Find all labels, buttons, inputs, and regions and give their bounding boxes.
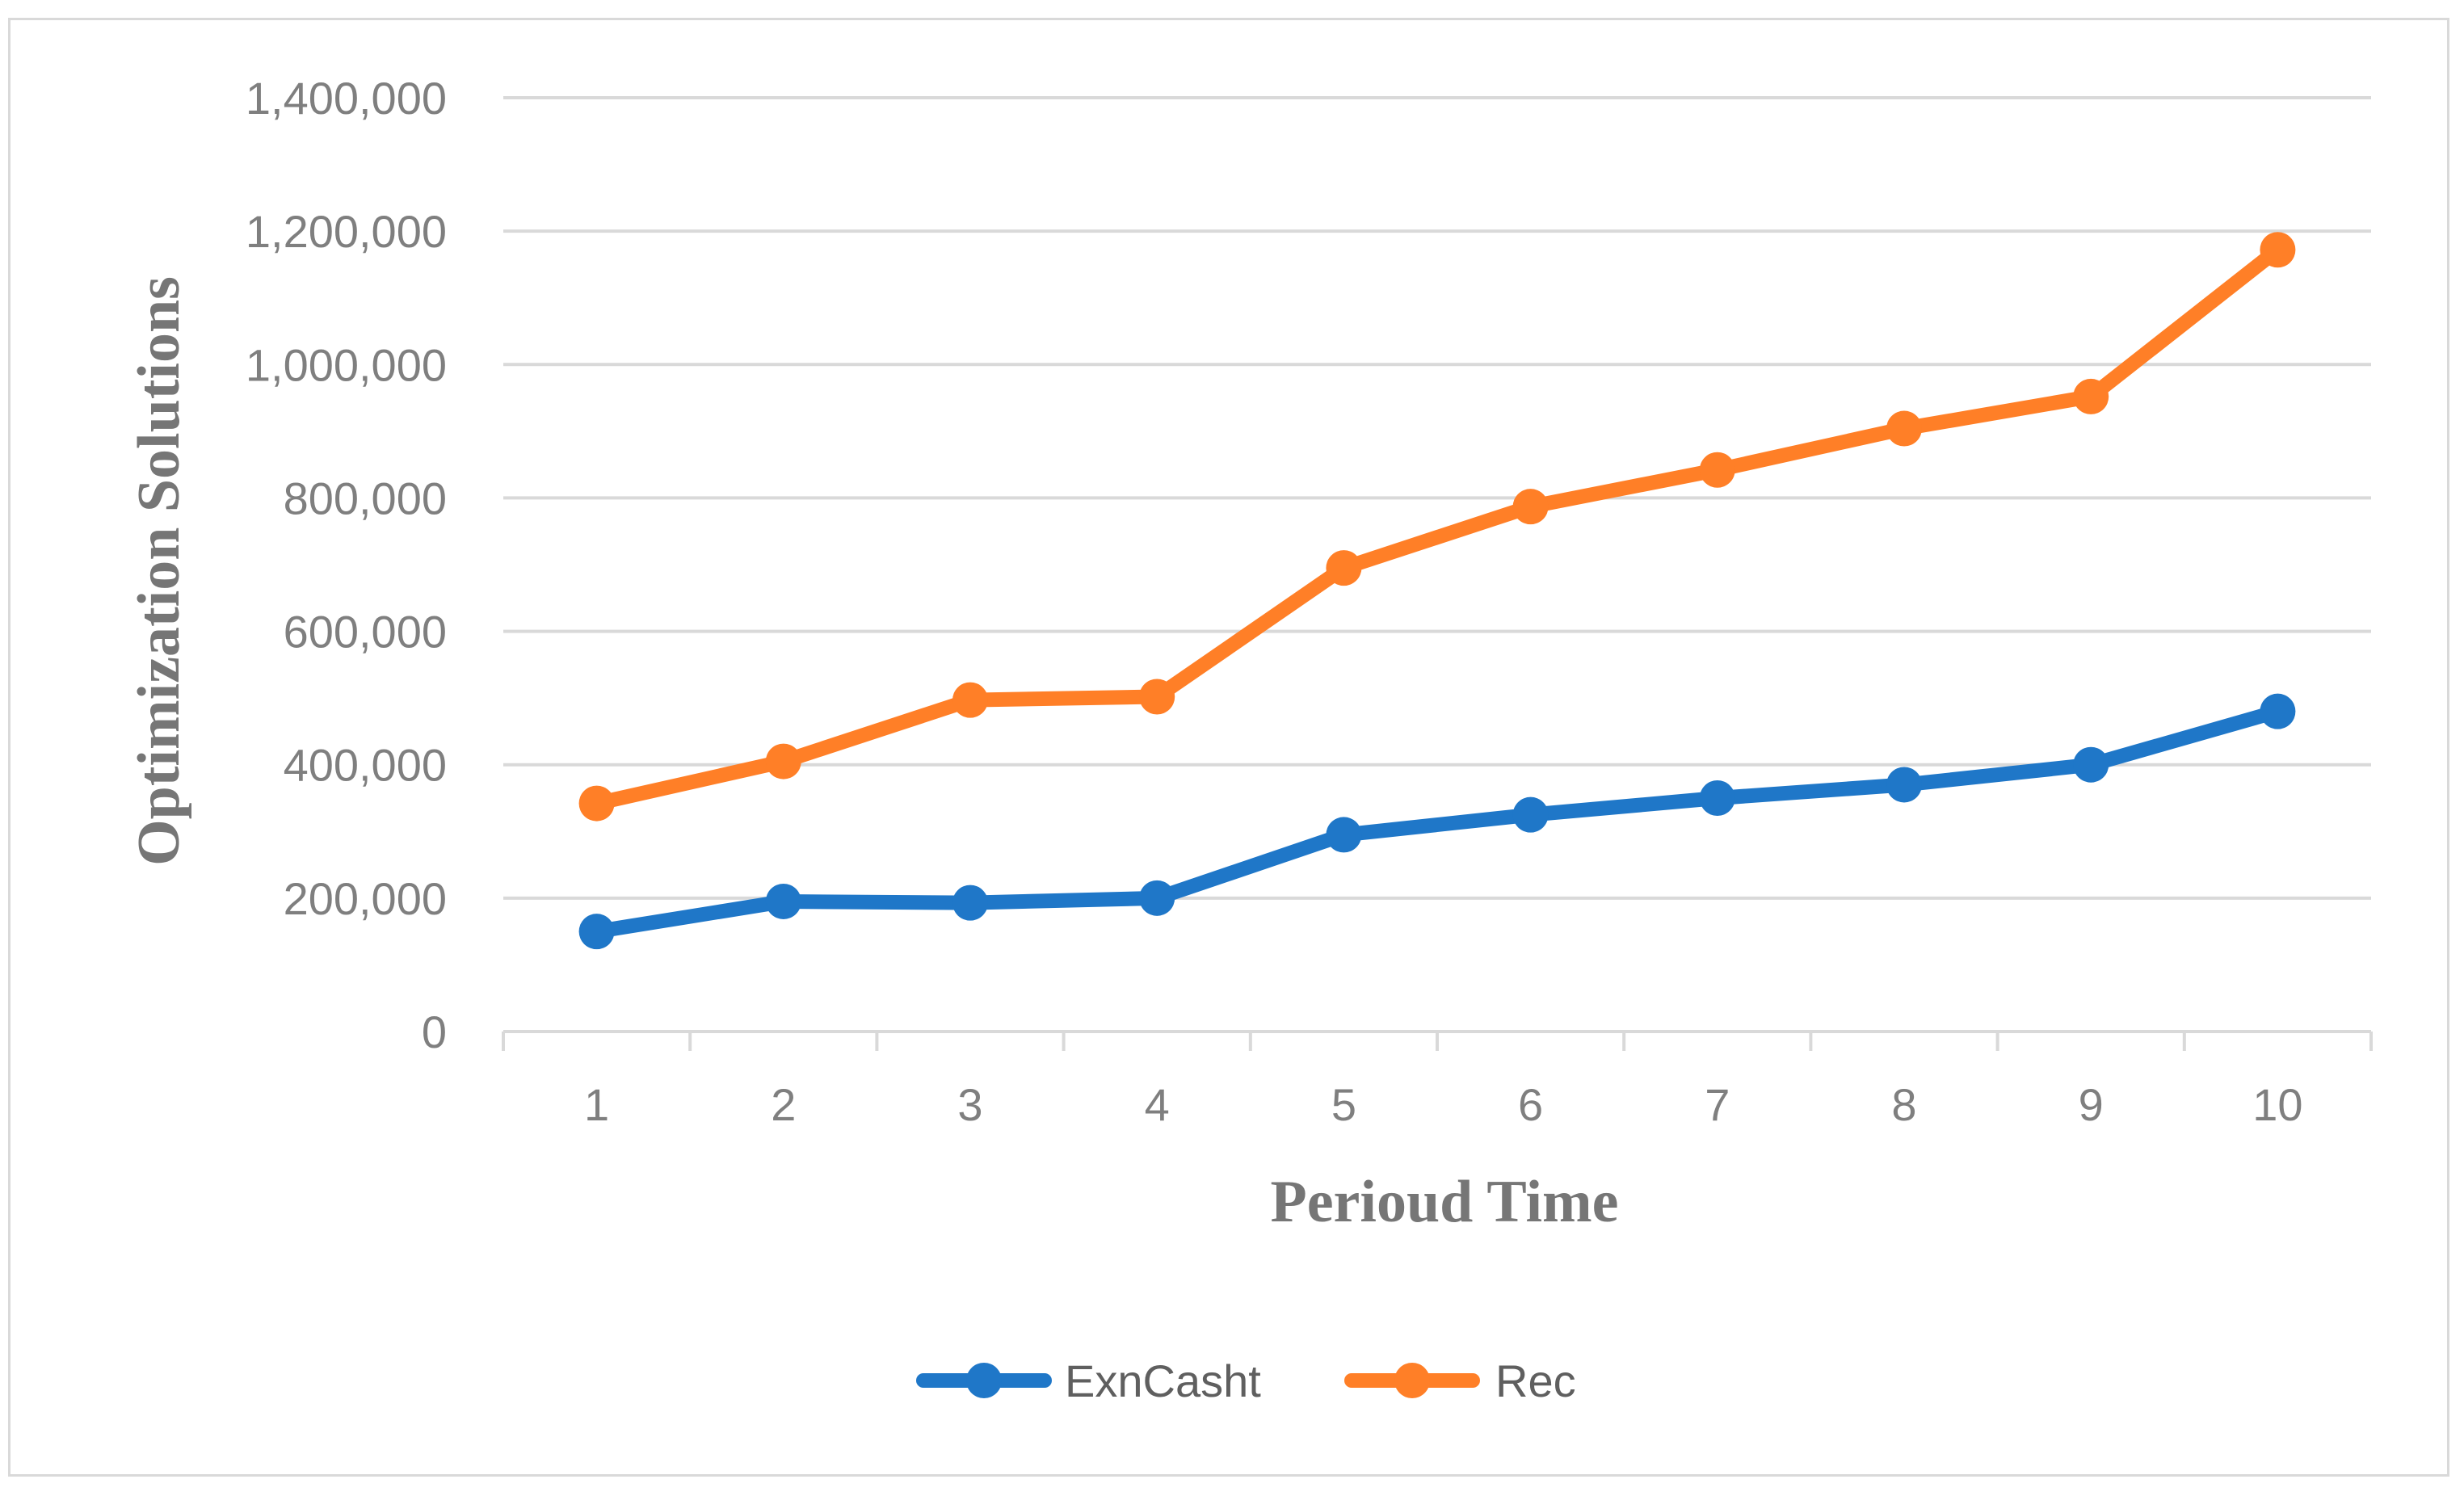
y-tick-label: 1,200,000 (246, 206, 447, 257)
legend-marker-rec (1394, 1363, 1430, 1398)
y-axis-title: Optimization Solutions (126, 276, 192, 866)
y-tick-label: 400,000 (284, 740, 447, 791)
series-line-rec (589, 242, 2285, 811)
data-point-exncasht (2073, 746, 2109, 783)
data-point-rec (578, 785, 615, 822)
gridlines (503, 96, 2371, 900)
legend-label-rec: Rec (1495, 1355, 1576, 1406)
data-point-exncasht (952, 885, 988, 921)
data-point-exncasht (1139, 880, 1175, 916)
data-point-exncasht (1699, 780, 1735, 816)
series-line-exncasht (589, 704, 2285, 939)
data-point-rec (1512, 489, 1549, 525)
legend-label-exncasht: ExnCasht (1065, 1355, 1261, 1406)
y-tick-label: 0 (422, 1006, 447, 1057)
chart-frame: 0 200,000 400,000 600,000 800,000 1,000,000 1,… (8, 18, 2449, 1477)
data-point-rec (1326, 550, 1362, 586)
x-tick-label: 1 (584, 1079, 609, 1130)
data-point-exncasht (1886, 767, 1922, 803)
legend-item-rec: Rec (1344, 1355, 1576, 1406)
y-tick-label: 1,000,000 (246, 339, 447, 390)
y-tick-label: 600,000 (284, 607, 447, 658)
data-point-exncasht (2260, 693, 2296, 729)
legend-marker-exncasht (966, 1363, 1002, 1398)
data-point-exncasht (1512, 796, 1549, 833)
x-tick-label: 4 (1145, 1079, 1170, 1130)
data-point-exncasht (578, 914, 615, 950)
y-tick-label: 200,000 (284, 873, 447, 924)
data-point-rec (765, 743, 801, 780)
y-tick-label: 800,000 (284, 473, 447, 523)
x-tick-label: 10 (2252, 1079, 2302, 1130)
y-axis-tick-labels: 0 200,000 400,000 600,000 800,000 1,000,000 1,… (246, 73, 447, 1057)
data-point-rec (1886, 410, 1922, 447)
y-tick-label: 1,400,000 (246, 73, 447, 124)
data-point-rec (1699, 452, 1735, 488)
x-tick-label: 5 (1331, 1079, 1356, 1130)
x-tick-label: 9 (2079, 1079, 2104, 1130)
data-point-rec (2260, 232, 2296, 268)
x-tick-label: 7 (1705, 1079, 1730, 1130)
legend: ExnCasht Rec (916, 1355, 1576, 1406)
data-point-rec (1139, 679, 1175, 715)
x-axis (502, 1030, 2373, 1051)
data-point-rec (2073, 378, 2109, 414)
data-point-exncasht (765, 883, 801, 919)
series-lines (578, 232, 2296, 950)
x-tick-label: 6 (1518, 1079, 1543, 1130)
x-tick-label: 2 (771, 1079, 796, 1130)
data-point-rec (952, 682, 988, 718)
x-tick-label: 3 (957, 1079, 982, 1130)
line-chart: 0 200,000 400,000 600,000 800,000 1,000,000 1,… (126, 73, 2373, 1406)
x-axis-tick-labels: 1 2 3 4 5 6 7 8 9 10 (584, 1079, 2303, 1130)
data-point-exncasht (1326, 817, 1362, 853)
series-exncasht (578, 693, 2296, 950)
series-rec (578, 232, 2296, 822)
legend-item-exncasht: ExnCasht (916, 1355, 1261, 1406)
x-tick-label: 8 (1891, 1079, 1916, 1130)
x-axis-title: Perioud Time (1271, 1169, 1619, 1235)
